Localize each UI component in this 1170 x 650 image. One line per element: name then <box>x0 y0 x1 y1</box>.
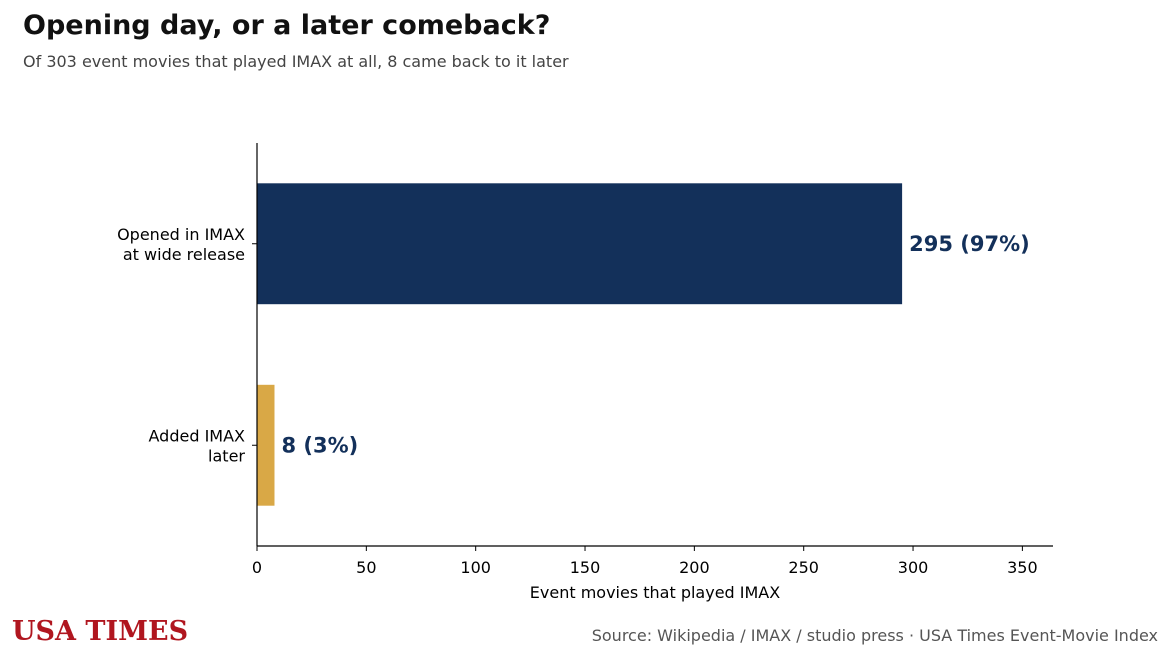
category-label: Added IMAX later <box>149 426 246 465</box>
source-note: Source: Wikipedia / IMAX / studio press … <box>591 626 1158 645</box>
x-tick-label: 50 <box>356 558 376 577</box>
chart-subtitle: Of 303 event movies that played IMAX at … <box>23 52 569 71</box>
chart-title: Opening day, or a later comeback? <box>23 10 551 41</box>
x-tick-label: 150 <box>570 558 601 577</box>
value-label: 8 (3%) <box>281 433 358 457</box>
x-tick-label: 100 <box>460 558 491 577</box>
x-tick-label: 300 <box>898 558 929 577</box>
x-tick-label: 250 <box>788 558 819 577</box>
x-tick-label: 0 <box>252 558 262 577</box>
category-label: Opened in IMAX at wide release <box>117 225 245 264</box>
x-axis-label: Event movies that played IMAX <box>530 583 780 602</box>
bar <box>257 183 903 305</box>
brand-logo: USA TIMES <box>12 616 189 647</box>
value-label: 295 (97%) <box>909 232 1030 256</box>
bar <box>257 384 275 506</box>
x-tick-label: 350 <box>1007 558 1038 577</box>
x-tick-label: 200 <box>679 558 710 577</box>
